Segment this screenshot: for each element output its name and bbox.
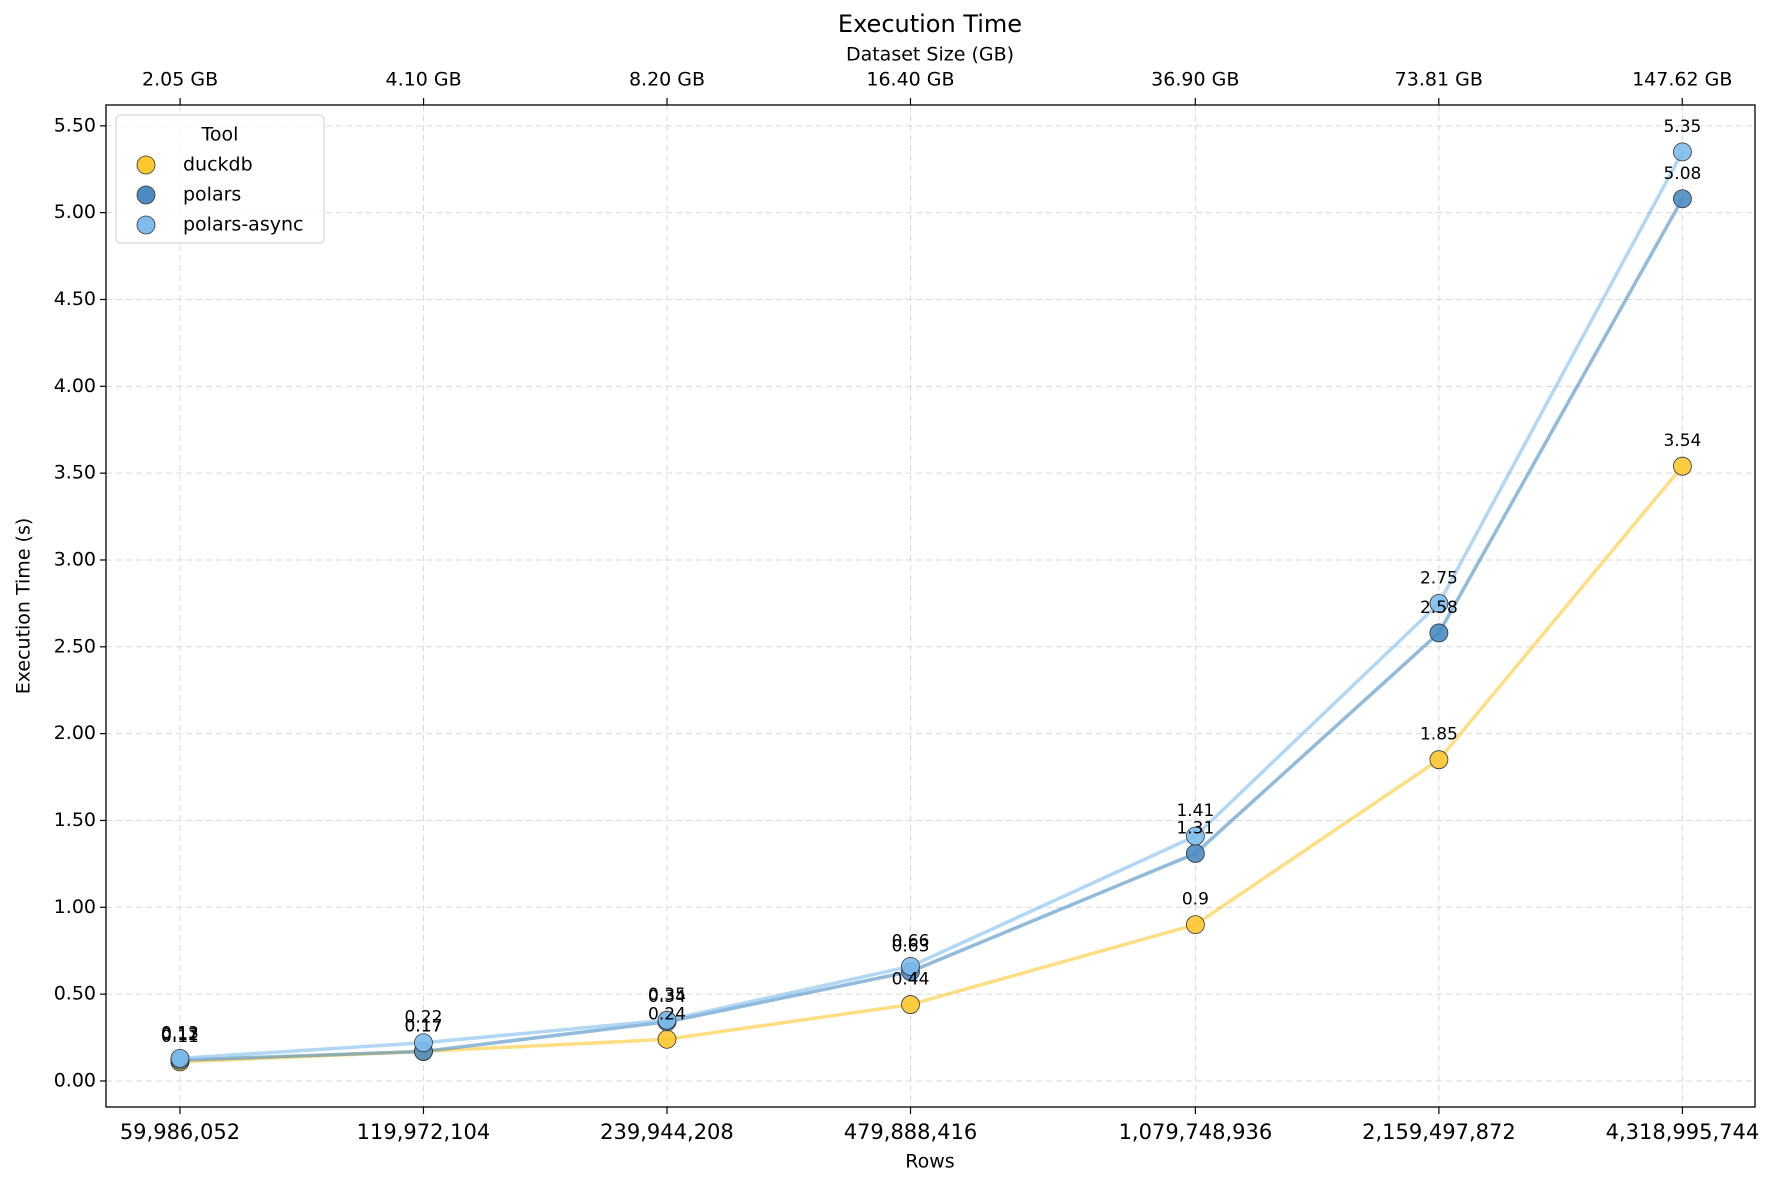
legend-title: Tool: [201, 124, 239, 146]
legend-marker: [136, 185, 156, 205]
data-point: [1429, 593, 1449, 613]
data-point: [657, 1010, 677, 1030]
x-tick-label: 1,079,748,936: [1119, 1120, 1273, 1144]
value-label: 0.24: [648, 1004, 686, 1024]
x-tick-label: 59,986,052: [120, 1120, 240, 1144]
value-label: 3.54: [1663, 431, 1701, 451]
y-tick-label: 1.00: [54, 896, 96, 918]
x2-tick-label: 73.81 GB: [1395, 69, 1483, 91]
data-point: [901, 956, 920, 976]
value-label: 5.35: [1663, 117, 1701, 137]
y-tick-label: 3.50: [54, 462, 96, 484]
value-label: 0.13: [161, 1023, 199, 1043]
value-label: 0.17: [405, 1016, 443, 1036]
x-tick-label: 239,944,208: [600, 1120, 734, 1144]
y-tick-label: 0.00: [54, 1069, 96, 1091]
x2-tick-label: 147.62 GB: [1632, 69, 1732, 91]
value-label: 5.08: [1663, 164, 1701, 184]
x2-tick-label: 2.05 GB: [142, 69, 218, 91]
legend-box: [115, 114, 325, 244]
data-point: [1673, 456, 1692, 476]
data-point: [170, 1048, 190, 1068]
plot-frame: [105, 104, 1756, 1108]
x2-tick-label: 8.20 GB: [629, 69, 705, 91]
y-axis-label: Execution Time (s): [13, 518, 35, 695]
x2-axis-label: Dataset Size (GB): [846, 44, 1014, 66]
data-point: [414, 1033, 433, 1053]
value-label: 1.41: [1176, 801, 1214, 821]
data-point: [1429, 750, 1449, 770]
x-tick-label: 479,888,416: [844, 1120, 978, 1144]
x2-tick-label: 16.40 GB: [866, 69, 954, 91]
value-label: 0.11: [161, 1027, 199, 1047]
value-label: 2.75: [1420, 568, 1458, 588]
legend-label: duckdb: [183, 154, 253, 176]
value-label: 1.85: [1420, 725, 1458, 745]
value-label: 0.34: [648, 987, 686, 1007]
data-point: [1185, 915, 1205, 935]
series-line: [179, 465, 1684, 1064]
data-point: [1673, 142, 1692, 162]
value-label: 0.66: [892, 931, 930, 951]
chart-title: Execution Time: [838, 10, 1022, 38]
y-tick-label: 5.00: [54, 201, 96, 223]
series-line: [179, 197, 1684, 1062]
data-point: [1673, 189, 1692, 209]
data-point: [1429, 623, 1449, 643]
data-point: [1185, 826, 1205, 846]
data-point: [901, 995, 920, 1014]
y-tick-label: 2.00: [54, 722, 96, 744]
x-tick-label: 2,159,497,872: [1362, 1120, 1516, 1144]
x2-tick-label: 4.10 GB: [386, 69, 462, 91]
x2-tick-label: 36.90 GB: [1151, 69, 1239, 91]
value-label: 0.17: [405, 1016, 443, 1036]
y-tick-label: 3.00: [54, 548, 96, 570]
value-label: 1.31: [1176, 818, 1214, 838]
value-label: 0.63: [892, 937, 930, 957]
y-tick-label: 0.50: [54, 983, 96, 1005]
value-label: 0.9: [1182, 890, 1209, 910]
y-tick-label: 1.50: [54, 809, 96, 831]
data-point: [1185, 844, 1205, 863]
x-axis-label: Rows: [905, 1151, 954, 1173]
legend-label: polars-async: [183, 214, 303, 236]
y-tick-label: 5.50: [54, 114, 96, 136]
legend-label: polars: [183, 184, 241, 206]
data-point: [657, 1029, 677, 1049]
value-label: 0.12: [161, 1025, 199, 1045]
value-label: 2.58: [1420, 598, 1458, 618]
value-label: 0.35: [648, 985, 686, 1005]
x-tick-label: 119,972,104: [357, 1120, 491, 1144]
value-label: 0.22: [405, 1008, 443, 1028]
y-tick-label: 4.50: [54, 288, 96, 310]
y-tick-label: 2.50: [54, 635, 96, 657]
value-label: 0.44: [892, 970, 930, 990]
legend-marker: [136, 155, 156, 175]
y-tick-label: 4.00: [54, 375, 96, 397]
x-tick-label: 4,318,995,744: [1606, 1120, 1760, 1144]
legend-marker: [136, 215, 156, 235]
